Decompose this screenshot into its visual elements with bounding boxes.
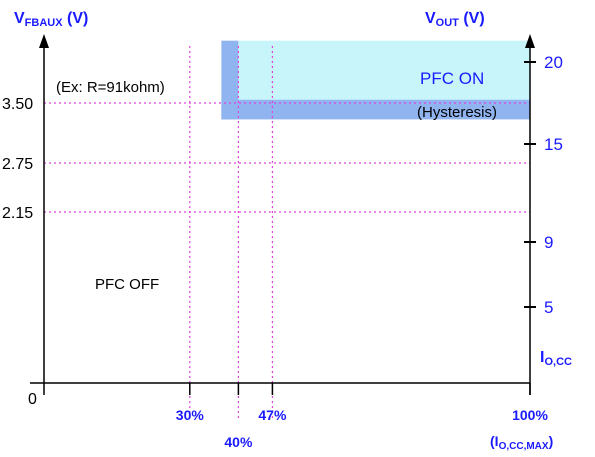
x-tick-label: 100% [512,407,548,423]
pfc-off-label: PFC OFF [95,276,159,293]
region-hysteresis [221,99,530,120]
x-tick-label: 47% [258,407,287,423]
left-tick-label: 2.15 [2,205,33,222]
left-axis-title: VFBAUX (V) [14,10,88,29]
x-tick-label: 40% [224,434,253,450]
right-tick-label: 20 [544,53,563,72]
right-tick-label: 15 [544,135,563,154]
axes [30,34,535,395]
hysteresis-label: (Hysteresis) [417,104,497,121]
right-axis-bottom-label: IO,CC [540,349,572,368]
right-axis-title: VOUT (V) [425,10,485,29]
guides-layer [44,46,530,420]
example-annotation: (Ex: R=91kohm) [56,79,165,96]
left-tick-label: 2.75 [2,156,33,173]
region-pfc-on [238,40,530,100]
pfc-on-label: PFC ON [420,69,484,88]
right-tick-label: 9 [544,233,553,252]
left-axis-arrow [39,34,49,48]
right-tick-label: 5 [544,298,553,317]
origin-label: 0 [28,391,37,408]
regions-layer [221,40,530,120]
right-axis-arrow [525,34,535,48]
region-hysteresis-x [221,40,239,120]
x-tick-label: 30% [176,407,205,423]
x-axis-end-label: (IO,CC,MAX) [490,433,553,452]
left-tick-label: 3.50 [2,96,33,113]
ticks-layer: 3.50 2.75 2.15 20 15 9 5 30% 40% 47% 100% [2,53,563,450]
